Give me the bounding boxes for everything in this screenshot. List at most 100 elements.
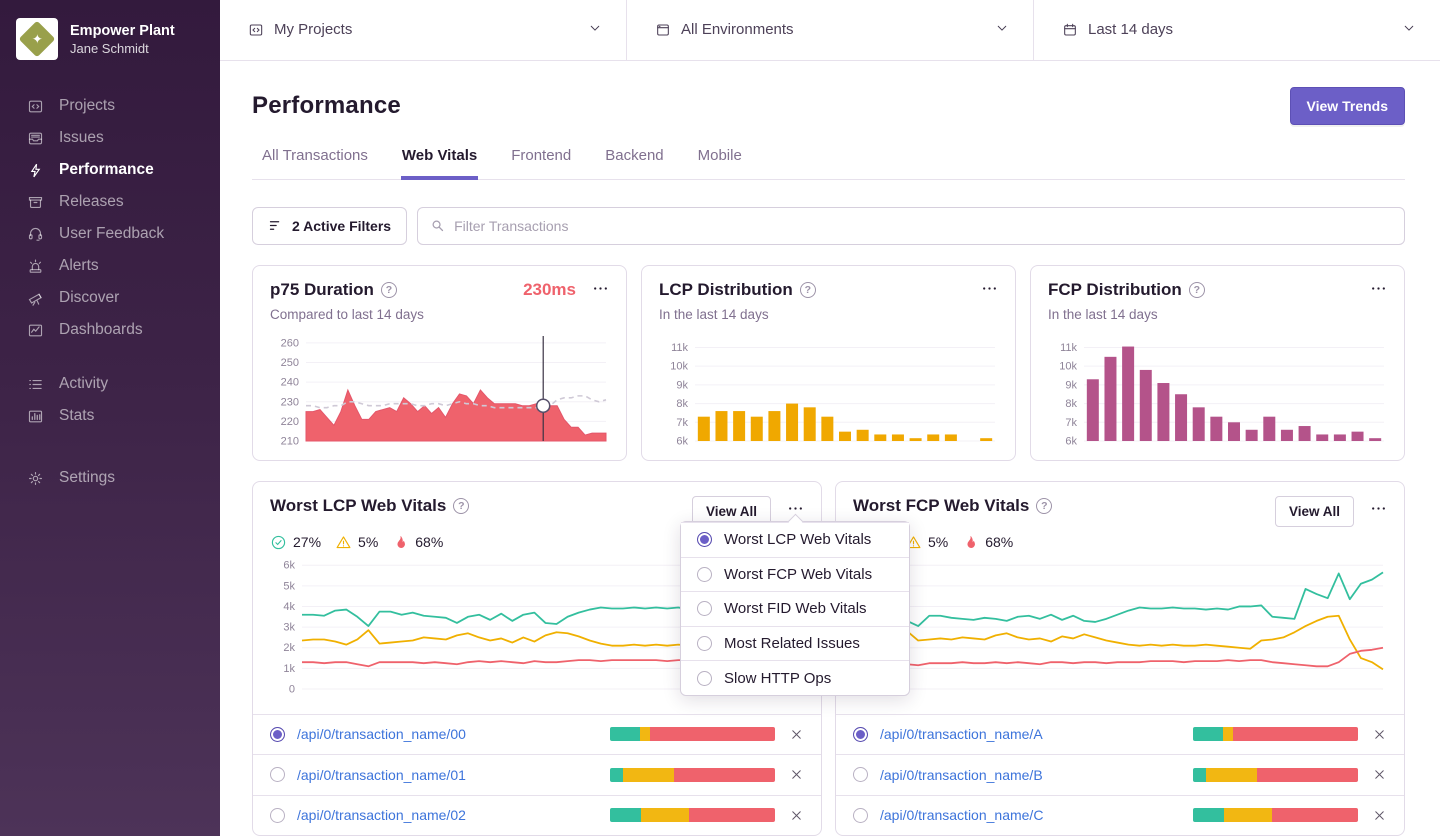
dropdown-option-slow-http-ops[interactable]: Slow HTTP Ops [681,660,909,695]
p75-duration-card: p75 Duration ? 230ms Compared to last 14… [252,264,627,461]
global-filter-my-projects[interactable]: My Projects [220,0,627,60]
row-radio[interactable] [853,726,868,742]
option-radio[interactable] [697,636,712,652]
fcp-bar-chart: 6k 7k 8k 9k 10k 11k [1059,341,1384,447]
close-icon [1375,730,1384,739]
fire-icon [967,535,976,548]
good-segment [1193,767,1207,782]
transaction-link[interactable]: /api/0/transaction_name/A [880,726,1043,743]
close-icon [792,770,801,779]
sidebar-item-dashboards[interactable]: Dashboards [0,314,220,346]
ellipsis-menu-icon[interactable] [787,500,804,522]
sidebar-item-releases[interactable]: Releases [0,186,220,218]
good-segment [610,767,624,782]
meh-segment [641,808,690,823]
transaction-link[interactable]: /api/0/transaction_name/02 [297,807,466,824]
chevron-wrap [1402,21,1416,39]
tab-mobile[interactable]: Mobile [697,146,742,164]
remove-transaction-button[interactable] [1372,808,1387,823]
help-icon[interactable]: ? [799,281,816,298]
svg-text:11k: 11k [1060,341,1077,353]
view-trends-button[interactable]: View Trends [1289,86,1405,125]
option-radio[interactable] [697,670,712,686]
help-icon[interactable]: ? [1036,497,1053,514]
vital-stat-value: 68% [415,534,444,550]
sidebar-item-stats[interactable]: Stats [0,400,220,432]
transaction-link[interactable]: /api/0/transaction_name/C [880,807,1044,824]
svg-text:2k: 2k [283,642,295,654]
row-radio[interactable] [853,767,868,783]
active-filters-button[interactable]: 2 Active Filters [252,206,408,245]
transaction-link[interactable]: /api/0/transaction_name/01 [297,766,466,783]
search-input[interactable] [454,217,1392,234]
vital-stat-value: 27% [293,534,322,550]
svg-text:10k: 10k [670,360,688,372]
sidebar-item-label: Settings [59,469,116,486]
row-radio[interactable] [270,807,285,823]
sidebar-item-settings[interactable]: Settings [0,462,220,494]
ellipsis-menu-icon[interactable] [1370,500,1387,522]
org-avatar: ✦ [16,18,58,60]
remove-transaction-button[interactable] [789,767,804,782]
transaction-link[interactable]: /api/0/transaction_name/B [880,766,1043,783]
vital-stat-fire: 68% [392,534,443,551]
sidebar-item-user-feedback[interactable]: User Feedback [0,218,220,250]
help-icon[interactable]: ? [453,497,470,514]
row-radio[interactable] [270,726,285,742]
card-subtitle: In the last 14 days [1048,306,1158,322]
ellipsis-menu-icon[interactable] [981,280,998,302]
chevron-down-icon [997,25,1007,31]
option-radio[interactable] [697,532,712,548]
row-radio[interactable] [270,767,285,783]
svg-text:230: 230 [281,396,299,408]
search-box [417,206,1405,245]
table-row: /api/0/transaction_name/00 [253,713,821,755]
global-filter-last-14-days[interactable]: Last 14 days [1034,0,1440,60]
tab-web-vitals[interactable]: Web Vitals [400,147,479,180]
table-row: /api/0/transaction_name/B [836,754,1404,795]
filter-label: Last 14 days [1088,21,1174,39]
svg-text:260: 260 [281,337,299,349]
transaction-list: /api/0/transaction_name/A/api/0/transact… [836,713,1404,836]
org-switcher[interactable]: ✦ Empower Plant Jane Schmidt [0,14,220,60]
vital-stat-check: 27% [270,534,321,551]
warning-icon [906,535,921,548]
sidebar-item-alerts[interactable]: Alerts [0,250,220,282]
transaction-link[interactable]: /api/0/transaction_name/00 [297,726,466,743]
ellipsis-menu-icon[interactable] [1370,280,1387,302]
sidebar-item-projects[interactable]: Projects [0,90,220,122]
option-radio[interactable] [697,601,712,617]
filter-label: All Environments [681,21,794,39]
poor-segment [689,808,775,823]
global-filter-all-environments[interactable]: All Environments [627,0,1034,60]
dropdown-option-worst-fcp-web-vitals[interactable]: Worst FCP Web Vitals [681,556,909,592]
sidebar-item-label: Releases [59,193,124,210]
fcp-distribution-card: FCP Distribution ? In the last 14 days 6… [1030,264,1405,461]
tab-all-transactions[interactable]: All Transactions [262,146,368,164]
table-row: /api/0/transaction_name/C [836,794,1404,836]
siren-icon [29,259,42,273]
view-all-button[interactable]: View All [1274,495,1354,527]
sidebar-item-activity[interactable]: Activity [0,368,220,400]
remove-transaction-button[interactable] [789,727,804,742]
row-radio[interactable] [853,807,868,823]
remove-transaction-button[interactable] [1372,767,1387,782]
dropdown-option-worst-fid-web-vitals[interactable]: Worst FID Web Vitals [681,591,909,626]
sidebar-item-discover[interactable]: Discover [0,282,220,314]
card-title: Worst LCP Web Vitals [270,495,447,515]
releases-icon [28,196,43,208]
tab-frontend[interactable]: Frontend [511,146,572,164]
table-row: /api/0/transaction_name/A [836,713,1404,755]
dropdown-option-most-related-issues[interactable]: Most Related Issues [681,625,909,661]
ellipsis-menu-icon[interactable] [592,280,609,302]
sidebar-item-issues[interactable]: Issues [0,122,220,154]
tab-backend[interactable]: Backend [605,146,664,164]
option-radio[interactable] [697,566,712,582]
meh-segment [623,767,675,782]
help-icon[interactable]: ? [1188,281,1205,298]
sidebar-item-performance[interactable]: Performance [0,154,220,186]
vitals-breakdown-bar [610,727,775,742]
remove-transaction-button[interactable] [789,808,804,823]
help-icon[interactable]: ? [380,281,397,298]
remove-transaction-button[interactable] [1372,727,1387,742]
